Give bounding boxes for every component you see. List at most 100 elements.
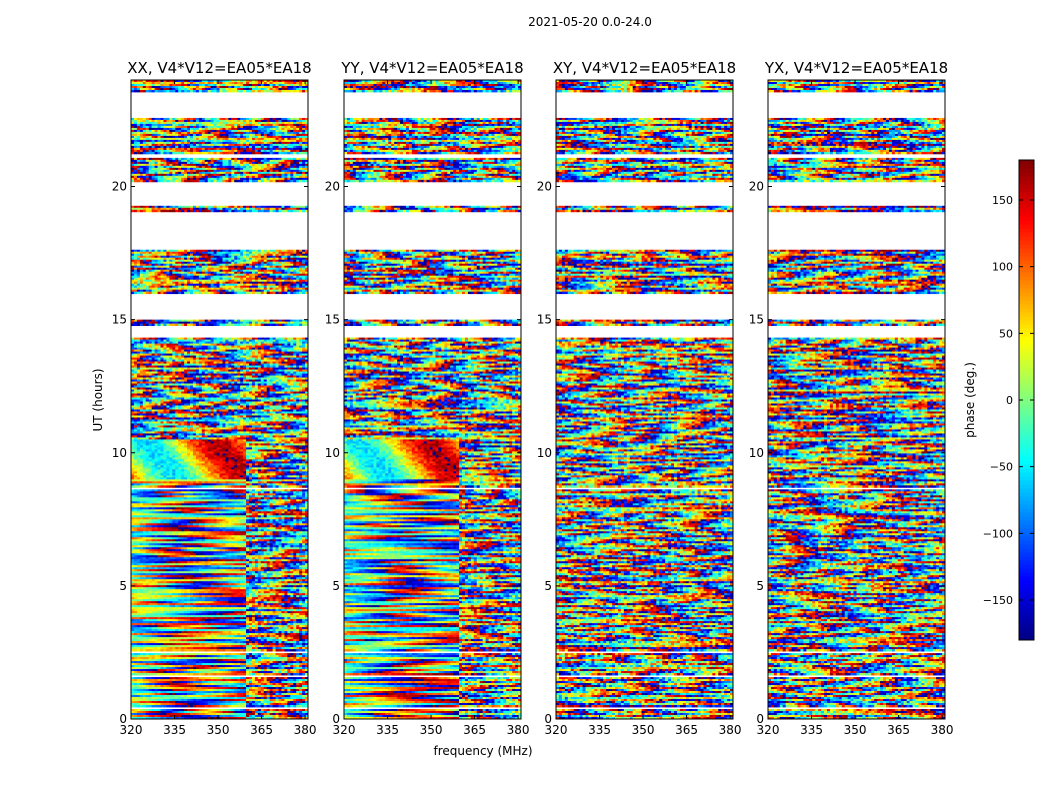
phase-cell <box>146 180 149 182</box>
phase-cell <box>284 210 287 212</box>
phase-cell <box>270 152 273 154</box>
phase-cell <box>158 210 161 212</box>
phase-cell <box>284 152 287 154</box>
phase-cell <box>149 152 152 154</box>
phase-cell <box>255 90 258 92</box>
phase-cell <box>134 210 137 212</box>
phase-cell <box>281 210 284 212</box>
phase-cell <box>293 90 296 92</box>
phase-cell <box>137 180 140 182</box>
phase-cell <box>290 90 293 92</box>
phase-cell <box>211 152 214 154</box>
phase-cell <box>249 292 252 294</box>
phase-cell <box>131 324 134 326</box>
phase-cell <box>258 152 261 154</box>
phase-cell <box>228 90 231 92</box>
phase-cell <box>181 292 184 294</box>
phase-cell <box>202 292 205 294</box>
phase-cell <box>246 90 249 92</box>
phase-cell <box>281 90 284 92</box>
phase-cell <box>190 210 193 212</box>
phase-cell <box>240 292 243 294</box>
phase-cell <box>169 152 172 154</box>
phase-cell <box>149 210 152 212</box>
phase-cell <box>225 180 228 182</box>
phase-cell <box>267 292 270 294</box>
phase-cell <box>261 152 264 154</box>
phase-cell <box>178 210 181 212</box>
phase-cell <box>161 90 164 92</box>
phase-cell <box>193 90 196 92</box>
phase-cell <box>264 292 267 294</box>
phase-cell <box>243 152 246 154</box>
phase-cell <box>240 324 243 326</box>
phase-cell <box>243 292 246 294</box>
phase-cell <box>220 292 223 294</box>
phase-cell <box>217 292 220 294</box>
phase-cell <box>134 292 137 294</box>
phase-cell <box>184 210 187 212</box>
phase-cell <box>290 292 293 294</box>
phase-cell <box>184 152 187 154</box>
phase-cell <box>161 292 164 294</box>
phase-cell <box>134 90 137 92</box>
figure-suptitle: 2021-05-20 0.0-24.0 <box>528 15 652 29</box>
phase-cell <box>225 90 228 92</box>
phase-cell <box>205 210 208 212</box>
phase-cell <box>237 324 240 326</box>
phase-cell <box>267 210 270 212</box>
phase-cell <box>217 324 220 326</box>
phase-cell <box>199 210 202 212</box>
phase-cell <box>222 210 225 212</box>
phase-cell <box>243 90 246 92</box>
phase-cell <box>161 324 164 326</box>
phase-image <box>131 80 308 719</box>
phase-cell <box>281 180 284 182</box>
phase-cell <box>169 210 172 212</box>
phase-cell <box>172 324 175 326</box>
phase-cell <box>199 90 202 92</box>
phase-cell <box>293 180 296 182</box>
phase-cell <box>214 152 217 154</box>
phase-cell <box>214 210 217 212</box>
phase-cell <box>264 210 267 212</box>
phase-cell <box>228 152 231 154</box>
phase-cell <box>252 90 255 92</box>
phase-cell <box>196 292 199 294</box>
phase-cell <box>205 292 208 294</box>
phase-cell <box>199 292 202 294</box>
phase-cell <box>231 292 234 294</box>
phase-cell <box>199 152 202 154</box>
phase-cell <box>166 210 169 212</box>
phase-cell <box>181 180 184 182</box>
phase-cell <box>237 90 240 92</box>
phase-cell <box>187 180 190 182</box>
phase-cell <box>205 324 208 326</box>
phase-cell <box>155 292 158 294</box>
phase-cell <box>137 90 140 92</box>
phase-cell <box>228 180 231 182</box>
phase-cell <box>246 324 249 326</box>
phase-cell <box>276 292 279 294</box>
phase-cell <box>273 292 276 294</box>
phase-cell <box>237 180 240 182</box>
phase-cell <box>252 210 255 212</box>
phase-cell <box>172 152 175 154</box>
phase-cell <box>284 292 287 294</box>
phase-cell <box>225 292 228 294</box>
phase-cell <box>163 324 166 326</box>
phase-cell <box>190 152 193 154</box>
phase-cell <box>273 152 276 154</box>
phase-cell <box>281 152 284 154</box>
phase-cell <box>261 210 264 212</box>
phase-cell <box>276 90 279 92</box>
phase-cell <box>190 324 193 326</box>
phase-cell <box>234 324 237 326</box>
phase-cell <box>196 180 199 182</box>
phase-cell <box>172 90 175 92</box>
phase-cell <box>184 324 187 326</box>
phase-cell <box>163 180 166 182</box>
phase-cell <box>169 292 172 294</box>
phase-cell <box>181 90 184 92</box>
